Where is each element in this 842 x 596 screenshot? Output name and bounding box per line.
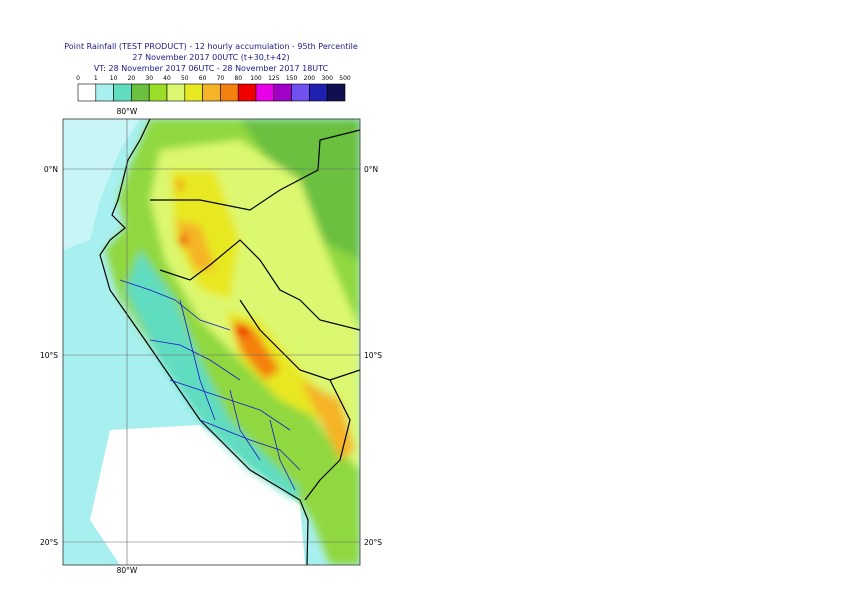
colorbar-label: 20: [128, 75, 136, 82]
colorbar-label: 1: [94, 75, 98, 82]
colorbar-label: 200: [304, 75, 316, 82]
colorbar-box: [184, 83, 203, 102]
colorbar-label: 70: [217, 75, 225, 82]
colorbar-box: [131, 83, 150, 102]
lon-label: 80°W: [117, 107, 138, 116]
ocean-dry: [90, 425, 305, 565]
colorbar-box: [113, 83, 132, 102]
colorbar-box: [255, 83, 275, 102]
colorbar-label: 50: [181, 75, 189, 82]
lat-label: 0°N: [44, 165, 58, 174]
title-line: Point Rainfall (TEST PRODUCT) - 12 hourl…: [64, 42, 358, 51]
colorbar-label: 300: [321, 75, 333, 82]
colorbar-box: [237, 83, 257, 102]
ocean-light: [63, 119, 140, 250]
department-borders: [119, 279, 301, 491]
colorbar-box: [95, 83, 114, 102]
colorbar-label: 60: [199, 75, 207, 82]
lat-label: 0°N: [364, 165, 378, 174]
lat-label: 10°S: [40, 351, 58, 360]
lat-label: 20°S: [40, 538, 58, 547]
colorbar-box: [202, 83, 221, 102]
colorbar-box: [273, 83, 292, 102]
colorbar-label: 125: [268, 75, 280, 82]
graticule: [63, 119, 360, 565]
colorbar-box: [291, 83, 310, 102]
country-borders: [99, 119, 360, 565]
title-line: VT: 28 November 2017 06UTC - 28 November…: [94, 64, 329, 73]
rain-field: [105, 119, 360, 565]
colorbar-label: 500: [339, 75, 351, 82]
colorbar-label: 0: [76, 75, 80, 82]
lat-label: 20°S: [364, 538, 382, 547]
colorbar: 0 1 10 20 30 40 50 60 70 80 100 125 150 200 300 500: [76, 75, 351, 102]
title-line: 27 November 2017 00UTC (t+30,t+42): [132, 53, 289, 62]
colorbar-label: 40: [163, 75, 171, 82]
colorbar-label: 30: [145, 75, 153, 82]
colorbar-box: [77, 83, 97, 102]
colorbar-box: [326, 83, 346, 102]
colorbar-box: [220, 83, 239, 102]
colorbar-label: 10: [110, 75, 118, 82]
colorbar-box: [166, 83, 186, 102]
map: [63, 119, 360, 565]
colorbar-box: [309, 83, 328, 102]
colorbar-label: 100: [250, 75, 262, 82]
map-frame: [62, 118, 361, 566]
colorbar-label: 150: [286, 75, 298, 82]
lon-label: 80°W: [117, 566, 138, 575]
lat-label: 10°S: [364, 351, 382, 360]
colorbar-label: 80: [234, 75, 242, 82]
colorbar-box: [148, 83, 168, 102]
